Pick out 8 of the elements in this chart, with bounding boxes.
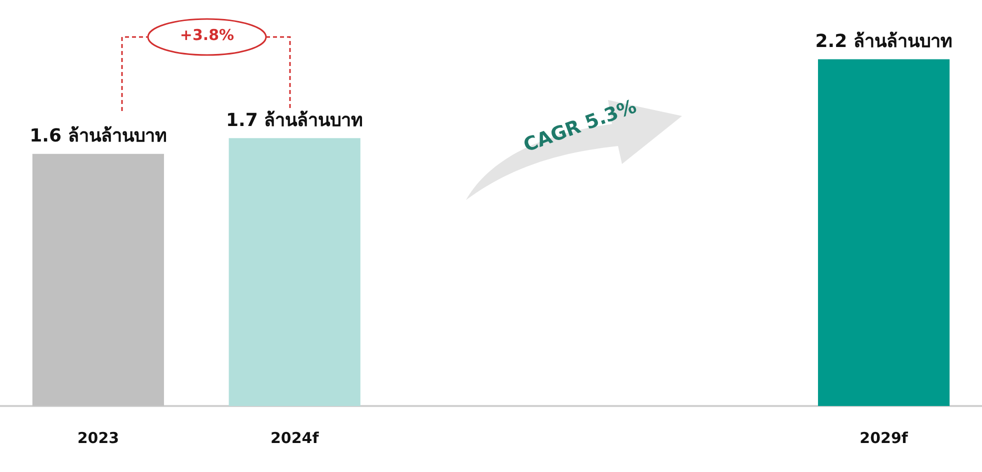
annotation: CAGR 5.3% <box>520 94 640 159</box>
text: +3.8% <box>178 26 236 44</box>
x-tick-label: 2023 <box>77 428 120 447</box>
data-label: 1.7 ล้านล้านบาท <box>226 110 364 131</box>
data-label: 1.6 ล้านล้านบาท <box>30 126 167 147</box>
x-tick-label: 2024f <box>270 428 320 447</box>
data-label: 2.2 ล้านล้านบาท <box>815 30 952 52</box>
x-tick-label: 2029f <box>860 428 908 447</box>
